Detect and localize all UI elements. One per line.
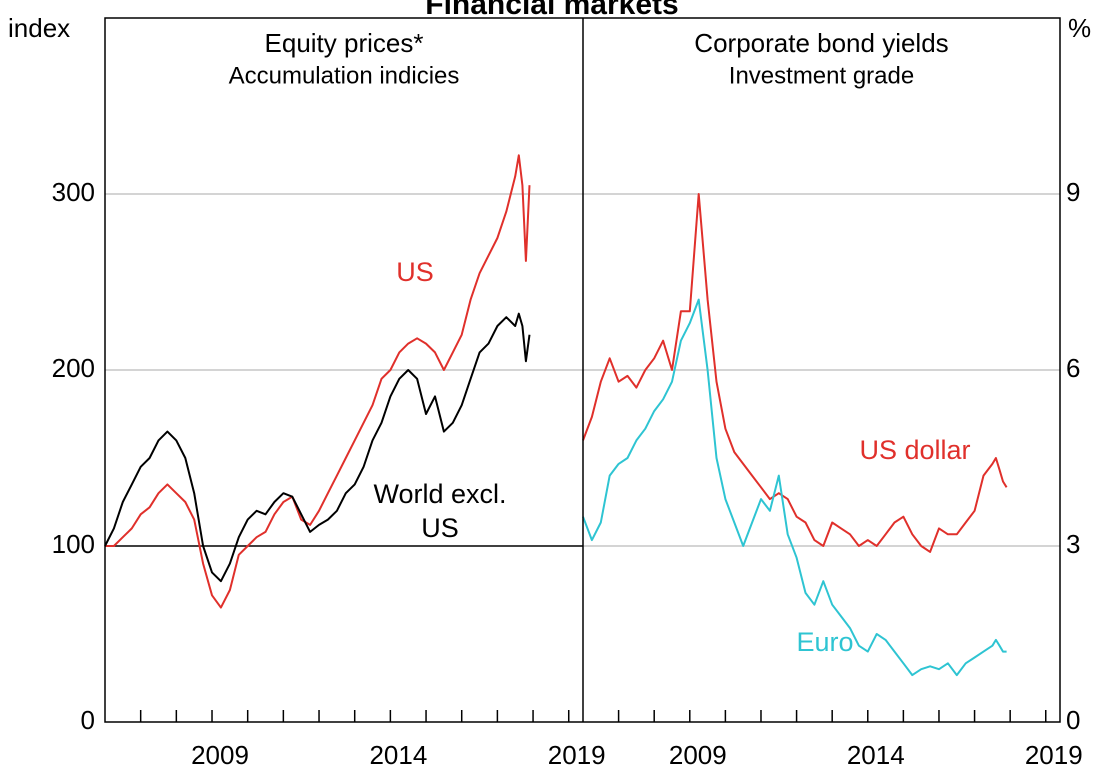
series-label: US <box>396 257 434 287</box>
series-line <box>104 312 531 583</box>
x-tick-label: 2019 <box>1025 740 1083 770</box>
x-tick-label: 2009 <box>191 740 249 770</box>
x-tick-label: 2009 <box>669 740 727 770</box>
x-tick-label: 2014 <box>369 740 427 770</box>
chart-title: Financial markets <box>425 0 678 21</box>
y-tick-label: 3 <box>1066 529 1080 559</box>
panel-subtitle: Accumulation indicies <box>229 62 460 89</box>
x-tick-label: 2019 <box>548 740 606 770</box>
y-axis-label: index <box>8 13 70 43</box>
y-tick-label: 200 <box>52 353 95 383</box>
y-axis-label: % <box>1068 13 1091 43</box>
y-tick-label: 0 <box>1066 705 1080 735</box>
y-tick-label: 9 <box>1066 177 1080 207</box>
panel-title: Equity prices* <box>265 28 424 58</box>
panel-subtitle: Investment grade <box>729 62 914 89</box>
panel-title: Corporate bond yields <box>694 28 948 58</box>
y-tick-label: 6 <box>1066 353 1080 383</box>
series-line <box>105 154 531 609</box>
series-label: World excl. US <box>373 479 507 543</box>
series-label: Euro <box>796 627 854 657</box>
series-line <box>582 298 1007 677</box>
x-tick-label: 2014 <box>847 740 905 770</box>
y-tick-label: 100 <box>52 529 95 559</box>
series-line <box>582 193 1008 553</box>
y-tick-label: 300 <box>52 177 95 207</box>
series-label: US dollar <box>859 435 971 465</box>
y-tick-label: 0 <box>81 705 95 735</box>
